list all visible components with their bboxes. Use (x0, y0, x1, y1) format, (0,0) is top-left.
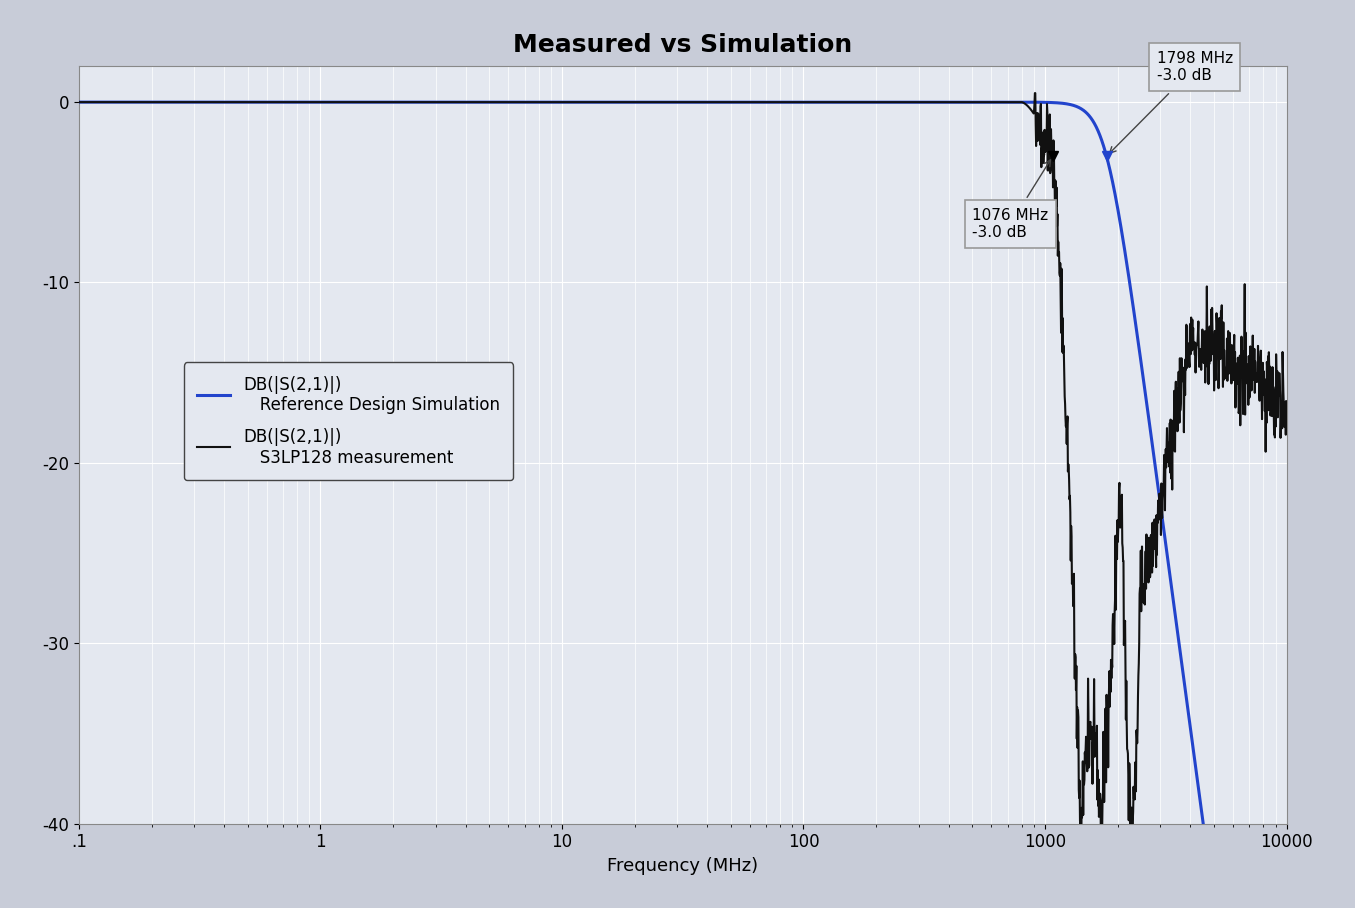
Text: 1798 MHz
-3.0 dB: 1798 MHz -3.0 dB (1110, 51, 1233, 153)
Legend: DB(|S(2,1)|)
   Reference Design Simulation, DB(|S(2,1)|)
   S3LP128 measurement: DB(|S(2,1)|) Reference Design Simulation… (184, 362, 514, 479)
Text: 1076 MHz
-3.0 dB: 1076 MHz -3.0 dB (973, 160, 1050, 241)
X-axis label: Frequency (MHz): Frequency (MHz) (607, 857, 759, 874)
Title: Measured vs Simulation: Measured vs Simulation (514, 34, 852, 57)
